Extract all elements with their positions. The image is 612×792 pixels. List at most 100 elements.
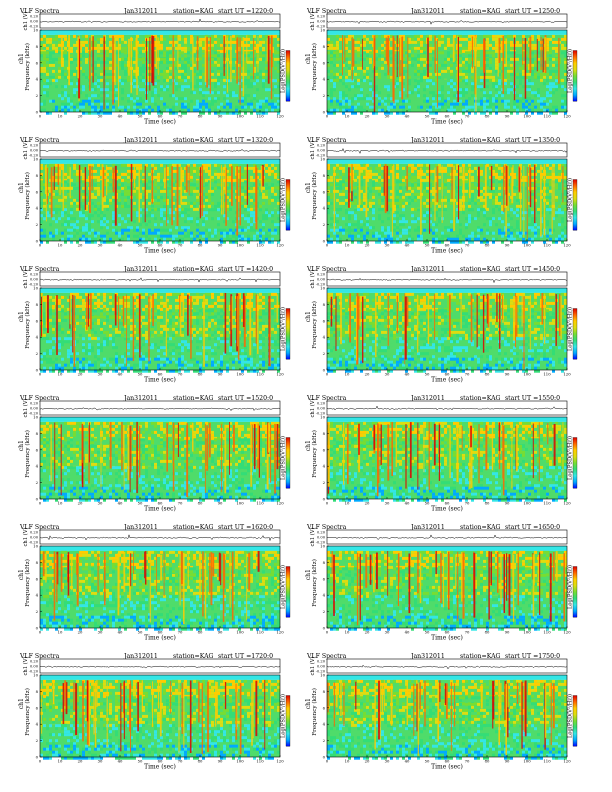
waveform-tick-label: 0.00 [30, 536, 39, 540]
waveform-ylabel: ch1 (V) [309, 270, 316, 289]
waveform-ylabel: ch1 (V) [309, 141, 316, 160]
freq-tick-label: 10 [33, 157, 38, 162]
time-tick-label: 0 [39, 759, 42, 764]
time-xlabel: Time (sec) [431, 506, 463, 513]
colorbar-label: Log(PSD(V²/Hz)) [567, 178, 574, 222]
spectrogram-channel-label: ch1 [18, 440, 25, 451]
time-tick-label: 90 [505, 630, 510, 635]
colorbar-label: Log(PSD(V²/Hz)) [280, 178, 287, 222]
freq-tick-label: 10 [33, 415, 38, 420]
freq-tick-label: 6 [36, 189, 39, 194]
time-tick-label: 120 [276, 372, 284, 377]
freq-tick-label: 10 [320, 286, 325, 291]
freq-tick-label: 4 [36, 206, 39, 211]
waveform-trace [326, 147, 568, 154]
time-tick-label: 120 [563, 372, 571, 377]
freq-tick-label: 8 [36, 173, 39, 178]
time-tick-label: 70 [178, 759, 183, 764]
time-tick-label: 120 [276, 759, 284, 764]
panel-date: Jan312011 [410, 8, 445, 15]
time-tick-label: 90 [218, 501, 223, 506]
spectrogram-image [40, 288, 280, 373]
freq-tick-label: 0 [323, 239, 326, 244]
waveform-tick-label: -0.20 [316, 25, 326, 29]
time-tick-label: 90 [218, 759, 223, 764]
waveform-tick-label: 0.00 [317, 536, 326, 540]
waveform-tick-label: -0.20 [29, 154, 39, 158]
panel-date: Jan312011 [410, 524, 445, 531]
time-tick-label: 30 [385, 114, 390, 119]
colorbar-label: Log(PSD(V²/Hz)) [280, 565, 287, 609]
panel-start-time: start UT =1250:0 [505, 8, 560, 15]
panel-date: Jan312011 [123, 524, 158, 531]
panel-start-time: start UT =1720:0 [218, 653, 273, 660]
freq-tick-label: 8 [323, 431, 326, 436]
panel-title: VLF Spectra [19, 266, 60, 273]
spectrogram-image [40, 546, 280, 631]
time-tick-label: 50 [425, 372, 430, 377]
freq-tick-label: 0 [323, 497, 326, 502]
time-tick-label: 40 [405, 630, 410, 635]
waveform-trace [39, 277, 281, 283]
time-tick-label: 60 [445, 372, 450, 377]
time-tick-label: 10 [345, 372, 350, 377]
panel-station: station=KAG [460, 524, 501, 531]
freq-tick-label: 2 [36, 480, 39, 485]
time-tick-label: 30 [385, 243, 390, 248]
colorbar [285, 695, 291, 747]
freq-tick-label: 8 [323, 560, 326, 565]
freq-tick-label: 4 [36, 335, 39, 340]
time-tick-label: 20 [78, 114, 83, 119]
time-tick-label: 120 [276, 630, 284, 635]
time-tick-label: 60 [445, 759, 450, 764]
time-tick-label: 40 [118, 372, 123, 377]
time-tick-label: 20 [365, 372, 370, 377]
time-tick-label: 40 [118, 114, 123, 119]
panel-title: VLF Spectra [19, 137, 60, 144]
freq-tick-label: 2 [36, 609, 39, 614]
freq-tick-label: 6 [36, 576, 39, 581]
colorbar [572, 566, 578, 618]
freq-tick-label: 6 [323, 60, 326, 65]
time-tick-label: 10 [58, 372, 63, 377]
freq-tick-label: 6 [36, 447, 39, 452]
time-tick-label: 100 [523, 630, 531, 635]
waveform-trace [326, 20, 568, 25]
freq-tick-label: 6 [36, 318, 39, 323]
waveform-frame [326, 400, 568, 416]
time-tick-label: 0 [39, 243, 42, 248]
frequency-ylabel: Frequency (kHz) [311, 43, 318, 91]
panel-station: station=KAG [173, 395, 214, 402]
freq-tick-label: 0 [36, 368, 39, 373]
freq-tick-label: 10 [33, 286, 38, 291]
panel-station: station=KAG [173, 266, 214, 273]
waveform-trace [39, 407, 281, 412]
waveform-tick-label: 0.20 [30, 402, 39, 406]
panel-start-time: start UT =1650:0 [505, 524, 560, 531]
spectrogram-panel-8: VLF Spectra Jan312011 station=KAG start UT … [18, 524, 291, 642]
time-tick-label: 0 [39, 372, 42, 377]
freq-tick-label: 10 [320, 157, 325, 162]
spectrogram-channel-label: ch1 [18, 182, 25, 193]
freq-tick-label: 10 [33, 673, 38, 678]
time-tick-label: 0 [326, 243, 329, 248]
colorbar-label: Log(PSD(V²/Hz)) [567, 307, 574, 351]
time-tick-label: 90 [218, 114, 223, 119]
waveform-ylabel: ch1 (V) [22, 270, 29, 289]
waveform-tick-label: -0.20 [316, 670, 326, 674]
panel-title: VLF Spectra [19, 395, 60, 402]
colorbar-label: Log(PSD(V²/Hz)) [567, 565, 574, 609]
freq-tick-label: 4 [36, 593, 39, 598]
time-xlabel: Time (sec) [144, 248, 176, 255]
time-tick-label: 40 [118, 501, 123, 506]
time-tick-label: 70 [465, 372, 470, 377]
freq-tick-label: 2 [36, 93, 39, 98]
time-tick-label: 30 [98, 501, 103, 506]
time-tick-label: 0 [326, 630, 329, 635]
time-xlabel: Time (sec) [431, 764, 463, 771]
time-tick-label: 80 [198, 243, 203, 248]
frequency-ylabel: Frequency (kHz) [24, 43, 31, 91]
panel-date: Jan312011 [410, 266, 445, 273]
time-tick-label: 120 [563, 114, 571, 119]
waveform-ylabel: ch1 (V) [309, 528, 316, 547]
